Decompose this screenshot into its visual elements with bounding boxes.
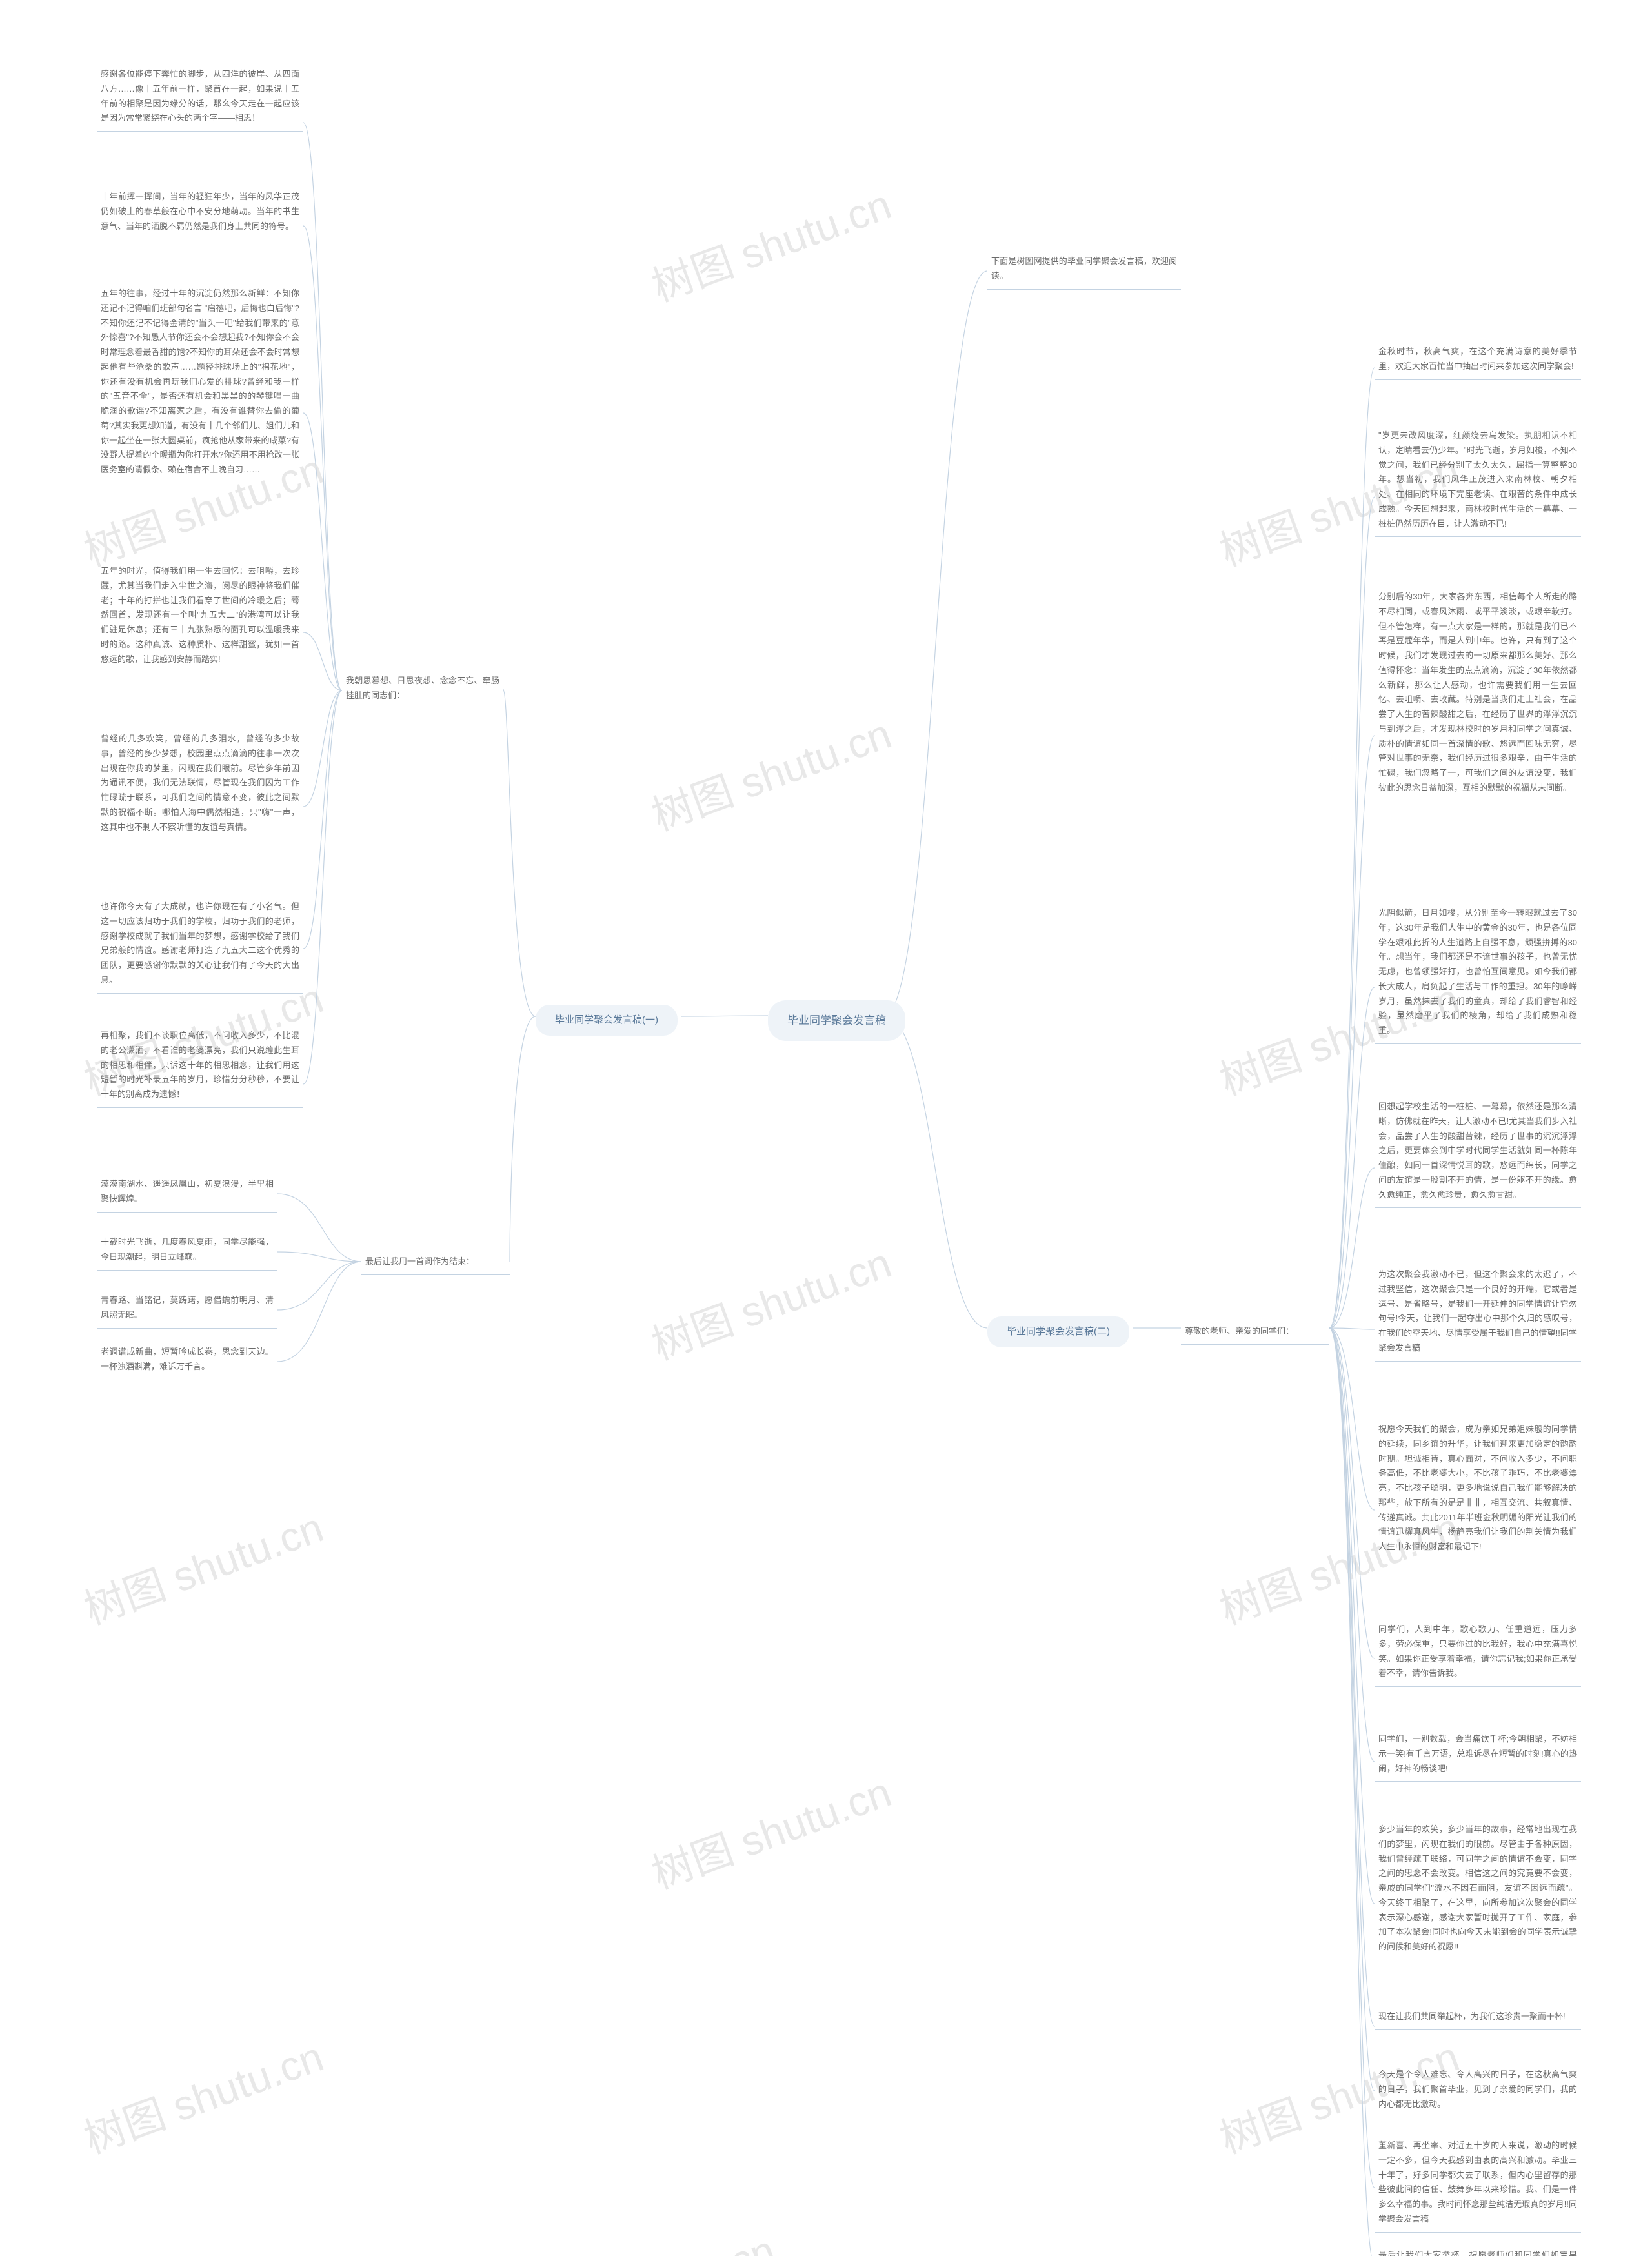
sec1-bridge: 我朝思暮想、日思夜想、念念不忘、牵肠挂肚的同志们：	[342, 671, 503, 709]
sec1-leaf: 感谢各位能停下奔忙的脚步，从四洋的彼岸、从四面八方……像十五年前一样，聚首在一起…	[97, 65, 303, 132]
sec2-leaf: 董新喜、再坐率、对近五十岁的人来说，激动的时候一定不多，但今天我感到由衷的高兴和…	[1375, 2136, 1581, 2233]
sec2-leaf: 现在让我们共同举起杯，为我们这珍贵一聚而干杯!	[1375, 2007, 1581, 2030]
sec2-title: 毕业同学聚会发言稿(二)	[987, 1316, 1129, 1347]
sec2-leaf: 回想起学校生活的一桩桩、一幕幕，依然还是那么清晰，仿佛就在昨天，让人激动不已!尤…	[1375, 1097, 1581, 1208]
watermark: 树图 shutu.cn	[75, 2024, 330, 2165]
sec2-leaf: 分别后的30年，大家各奔东西，相信每个人所走的路不尽相同，或春风沐雨、或平平淡淡…	[1375, 587, 1581, 801]
sec1-leaf: 五年的往事，经过十年的沉淀仍然那么新鲜：不知你还记不记得咱们班部句名言 "启禧吧…	[97, 284, 303, 483]
watermark: 树图 shutu.cn	[527, 2217, 782, 2256]
watermark: 树图 shutu.cn	[643, 701, 898, 842]
sec2-leaf: 为这次聚会我激动不已，但这个聚会来的太迟了，不过我坚信，这次聚会只是一个良好的开…	[1375, 1265, 1581, 1362]
watermark: 树图 shutu.cn	[643, 1759, 898, 1900]
sec2-leaf: "岁更未改风度深，红颜绕去乌发染。执朋相识不相认，定晴看去仍少年。"时光飞逝，岁…	[1375, 426, 1581, 537]
intro-text: 下面是树图网提供的毕业同学聚会发言稿，欢迎阅读。	[987, 252, 1181, 290]
sec2-leaf: 同学们，人到中年，歌心歌力、任重道远，压力多多，劳必保重，只要你过的比我好，我心…	[1375, 1620, 1581, 1687]
sec2-leaf: 祝愿今天我们的聚会，成为亲如兄弟姐妹般的同学情的延续，同乡谊的升华，让我们迎来更…	[1375, 1420, 1581, 1560]
watermark: 树图 shutu.cn	[643, 172, 898, 313]
sec1-leaf: 曾经的几多欢笑，曾经的几多泪水，曾经的多少故事，曾经的多少梦想，校园里点点滴滴的…	[97, 729, 303, 840]
sec1-bridge2: 最后让我用一首词作为结束：	[361, 1252, 510, 1275]
sec2-leaf: 最后让我们大家举杯，祝愿老师们和同学们如宝果乐、自得其乐、简单快乐!幸福快乐!	[1375, 2246, 1581, 2256]
watermark: 树图 shutu.cn	[75, 1495, 330, 1636]
sec1-title: 毕业同学聚会发言稿(一)	[536, 1005, 678, 1036]
sec1-closing-leaf: 漠漠南湖水、遥遥凤凰山，初夏浪漫，半里相聚快辉煌。	[97, 1174, 277, 1213]
center-node: 毕业同学聚会发言稿	[768, 1000, 905, 1041]
sec1-closing-leaf: 十载时光飞逝，几度春风夏雨，同学尽能强，今日现潮起，明日立峰巅。	[97, 1233, 277, 1271]
sec1-leaf: 再相聚，我们不谈职位高低，不问收入多少，不比混的老公潇洒，不看谁的老婆漂亮，我们…	[97, 1026, 303, 1108]
sec2-leaf: 光阴似箭，日月如梭，从分别至今一转眼就过去了30年，这30年是我们人生中的黄金的…	[1375, 903, 1581, 1044]
sec1-closing-leaf: 青春路、当铭记，莫踌躇，愿借蟾前明月、清风照无眠。	[97, 1291, 277, 1329]
sec2-leaf: 多少当年的欢笑，多少当年的故事，经常地出现在我们的梦里，闪现在我们的眼前。尽管由…	[1375, 1820, 1581, 1960]
sec1-leaf: 也许你今天有了大成就，也许你现在有了小名气。但这一切应该归功于我们的学校，归功于…	[97, 897, 303, 994]
watermark: 树图 shutu.cn	[643, 1230, 898, 1371]
sec2-leaf: 同学们，一别数载，会当痛饮千杯;今朝相聚，不妨相示一笑!有千言万语，总难诉尽在短…	[1375, 1729, 1581, 1782]
sec1-leaf: 十年前挥一挥间，当年的轻狂年少，当年的风华正茂仍如破土的春草般在心中不安分地萌动…	[97, 187, 303, 239]
sec1-leaf: 五年的时光，值得我们用一生去回忆：去咀嚼，去珍藏，尤其当我们走入尘世之海，阅尽的…	[97, 561, 303, 672]
sec2-leaf: 金秋时节，秋高气爽，在这个充满诗意的美好季节里，欢迎大家百忙当中抽出时间来参加这…	[1375, 342, 1581, 380]
sec2-leaf: 今天是个令人难忘、令人高兴的日子，在这秋高气爽的日子，我们聚首毕业，见到了亲爱的…	[1375, 2065, 1581, 2117]
sec2-bridge: 尊敬的老师、亲爱的同学们：	[1181, 1322, 1329, 1345]
sec1-closing-leaf: 老调谱成新曲，短暂吟成长卷，思念到天边。一杯浊酒斟满，难诉万千言。	[97, 1342, 277, 1380]
